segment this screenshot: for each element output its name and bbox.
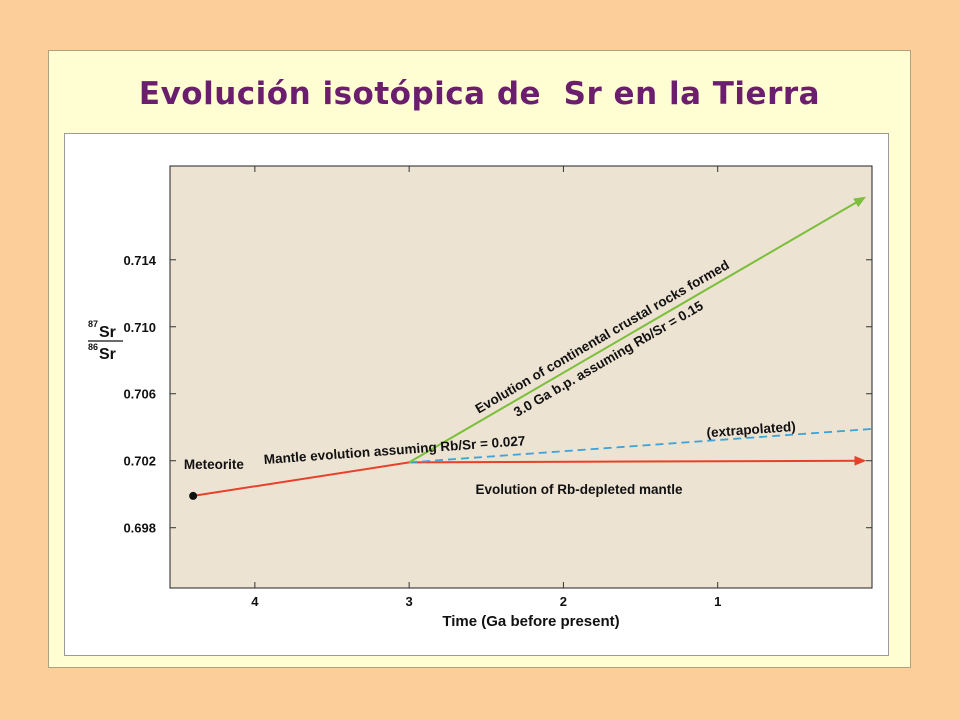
y-axis-title: 87 Sr 86 Sr [88,319,123,363]
x-tick-label: 1 [714,594,721,609]
axis-ticks: 0.698 0.702 0.706 0.710 0.714 4 3 2 1 [123,166,872,609]
y-tick-label: 0.702 [123,454,156,469]
y-axis-numerator: Sr [99,324,116,341]
annotation-depleted: Evolution of Rb-depleted mantle [475,482,682,497]
slide-title: Evolución isotópica de Sr en la Tierra [138,76,821,112]
x-tick-label: 3 [406,594,413,609]
x-tick-label: 2 [560,594,567,609]
y-tick-label: 0.698 [123,521,156,536]
y-axis-denominator: Sr [99,346,116,363]
figure-panel: 0.698 0.702 0.706 0.710 0.714 4 3 2 1 Meteorite M… [64,133,889,656]
y-tick-label: 0.706 [123,387,156,402]
y-tick-label: 0.714 [123,253,156,268]
x-tick-label: 4 [251,594,259,609]
annotation-extrapolated: (extrapolated) [706,419,796,440]
series-layer [192,196,873,497]
y-tick-label: 0.710 [123,320,156,335]
points-layer [189,491,198,500]
point-meteorite [189,491,198,500]
annotation-meteorite: Meteorite [184,457,245,472]
slide: Evolución isotópica de Sr en la Tierra 0… [48,50,911,668]
x-axis-title: Time (Ga before present) [442,613,619,630]
y-axis-numerator-mass: 87 [88,319,98,329]
series-line-continental-crust [408,196,867,464]
plot-area [169,165,873,589]
y-axis-denominator-mass: 86 [88,342,98,352]
